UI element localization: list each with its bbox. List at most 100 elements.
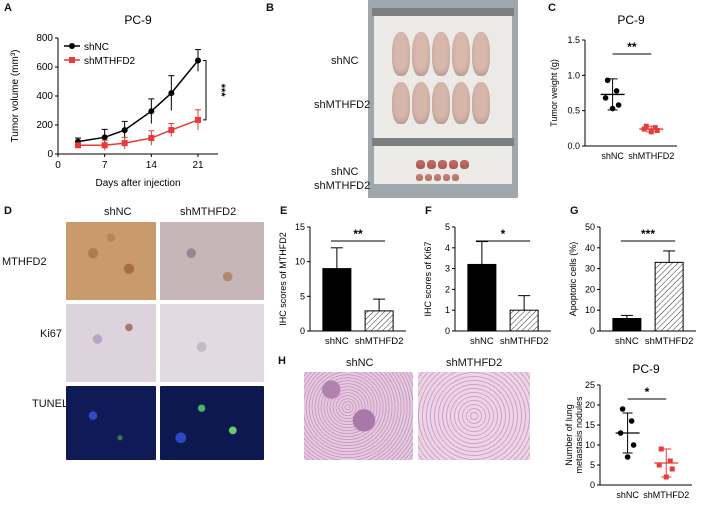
significance-label: * [645,385,650,399]
y-tick-label: 0 [590,326,595,336]
d-col-shnc: shNC [104,206,132,218]
y-tick-label: 400 [36,91,53,102]
tumor-row-shnc [416,160,472,170]
significance-label: * [501,227,506,241]
d-col-shmthfd2: shMTHFD2 [180,206,237,218]
y-tick-label: 3 [445,264,450,274]
data-point [617,430,624,436]
chart-c-tumor-weight: 0.0 0.5 1.0 1.5 PC-9 Tumor weight (g) shNC shMT… [549,13,677,161]
y-tick-label: 1 [445,305,450,315]
ihc-mthfd2-shnc [66,222,156,300]
y-tick-label: 2 [445,284,450,294]
data-point [101,134,108,141]
d-row-mthfd2: MTHFD2 [2,256,47,268]
data-point [624,454,631,460]
significance-bracket [203,59,207,121]
x-tick-label: shMTHFD2 [645,336,694,347]
y-tick-label: 0.0 [567,141,580,151]
y-axis-label: metastasis nodules [574,396,584,474]
y-tick-label: 30 [585,264,595,274]
y-tick-label: 0 [47,149,53,160]
mouse [412,82,430,124]
y-tick-label: 5 [590,460,595,470]
y-tick-label: 0 [445,326,450,336]
legend-marker [69,57,75,63]
chart-title: PC-9 [617,13,645,27]
y-tick-label: 5 [445,222,450,232]
y-tick-label: 15 [295,222,305,232]
panel-label-b: B [266,2,274,14]
tumor [416,160,425,169]
b-label-tumor-shmthfd2: shMTHFD2 [314,180,371,192]
y-tick-label: 0 [590,480,595,490]
data-point [652,125,658,131]
data-point [195,116,201,123]
significance-label: *** [215,84,227,98]
mouse [412,32,430,76]
x-tick-label: 14 [146,160,158,171]
h-col-shmthfd2: shMTHFD2 [446,357,503,369]
data-point [604,77,611,84]
h-col-shnc: shNC [346,357,374,369]
y-tick-label: 5 [300,291,305,301]
data-point [641,126,647,132]
data-point [630,442,637,448]
data-point [615,102,622,108]
panel-label-h: H [278,355,286,367]
data-point [667,458,673,464]
chart-a-tumor-volume: 0 200 400 600 800 0 7 14 21 PC-9 Days after inject… [10,13,227,189]
b-label-shmthfd2: shMTHFD2 [314,99,371,111]
y-tick-label: 10 [295,257,305,267]
mice-row-shnc [392,32,492,76]
chart-title: PC-9 [632,362,660,376]
bar-shMTHFD2 [364,310,394,332]
tumor [449,160,458,169]
data-point [613,88,620,94]
x-tick-label: shMTHFD2 [355,336,404,347]
x-tick-label: shNC [325,336,349,347]
mouse [472,82,490,124]
legend-label: shNC [84,42,109,53]
y-tick-label: 800 [36,33,53,44]
mouse [472,32,490,76]
mouse [452,82,470,124]
y-tick-label: 25 [585,380,595,390]
tumor [434,174,441,181]
tumor [416,174,423,181]
x-tick-label: 21 [192,160,204,171]
y-tick-label: 10 [585,440,595,450]
series-line-shMTHFD2 [78,119,199,147]
data-point [75,142,81,149]
y-axis-label: Tumor volume (mm³) [10,50,21,143]
data-point [148,108,155,115]
significance-label: ** [627,40,637,54]
y-tick-label: 15 [585,420,595,430]
b-label-shnc: shNC [331,55,359,67]
bar-shNC [467,263,497,332]
y-tick-label: 4 [445,243,450,253]
data-point [628,418,635,424]
chart-title: PC-9 [124,13,152,27]
y-axis-label: Tumor weight (g) [549,59,559,127]
x-tick-label: shMTHFD2 [643,490,689,500]
tumor [427,160,436,169]
d-row-tunel: TUNEL [32,398,69,410]
legend-label: shMTHFD2 [84,56,136,67]
tunel-shnc [66,386,156,460]
data-point [643,123,649,129]
panel-label-a: A [4,2,12,14]
x-tick-label: shMTHFD2 [500,336,549,347]
ihc-ki67-shmthfd2 [160,304,264,382]
legend-marker [69,43,75,49]
data-point [619,406,626,412]
tumor [425,174,432,181]
x-tick-label: shMTHFD2 [628,151,674,161]
y-tick-label: 600 [36,62,53,73]
y-tick-label: 20 [585,400,595,410]
ihc-mthfd2-shmthfd2 [160,222,264,300]
panel-label-g: G [570,205,579,217]
y-tick-label: 1.5 [567,35,580,45]
bar-shMTHFD2 [654,261,684,332]
series-line-shNC [77,60,199,143]
ihc-ki67-shnc [66,304,156,382]
